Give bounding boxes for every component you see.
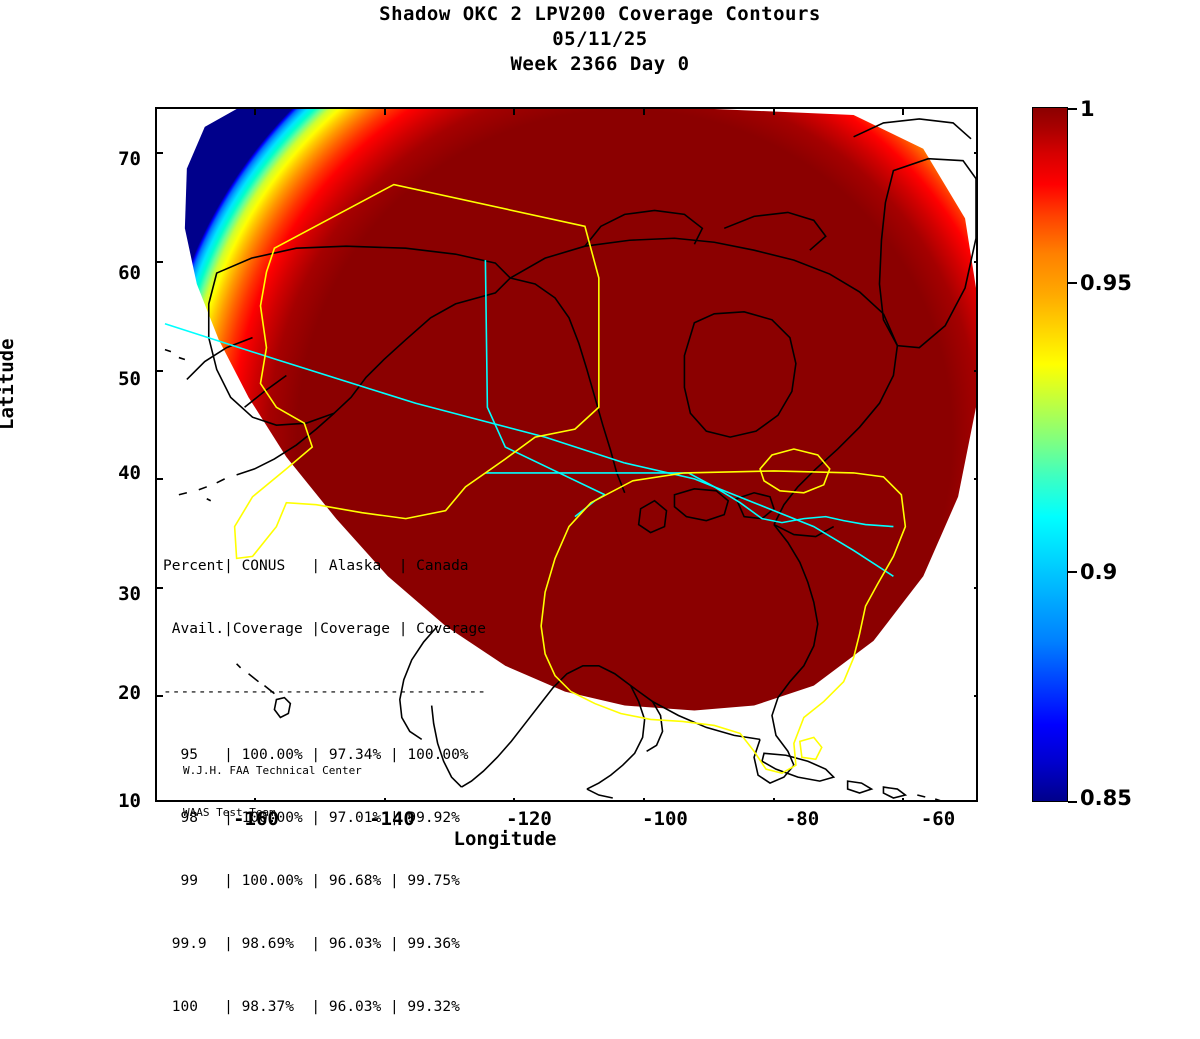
x-axis-tick: [772, 798, 775, 800]
ytick-label-70: 70: [118, 148, 141, 170]
colorbar-tick-085: [1068, 801, 1077, 803]
y-axis-tick: [974, 261, 976, 264]
x-axis-tick: [772, 109, 775, 115]
y-axis-tick: [974, 369, 976, 372]
y-axis-tick: [157, 586, 163, 589]
colorbar-tick-09: [1068, 571, 1077, 573]
ytick-label-10: 10: [118, 790, 141, 812]
xtick-label-60: -60: [920, 808, 956, 830]
y-axis-tick: [974, 478, 976, 481]
table-row: 98 | 100.00% | 97.01% | 99.92%: [163, 810, 460, 826]
colorbar-tick-1: [1068, 108, 1077, 110]
x-axis-tick: [902, 798, 905, 800]
x-axis-tick: [643, 109, 646, 115]
coverage-contour-field: [184, 109, 976, 711]
xtick-label-100: -100: [642, 808, 688, 830]
x-axis-tick: [643, 798, 646, 800]
y-axis-tick: [974, 586, 976, 589]
title-line-3: Week 2366 Day 0: [510, 53, 690, 75]
colorbar-gradient: [1033, 108, 1067, 801]
y-axis-tick: [157, 261, 163, 264]
ytick-label-40: 40: [118, 462, 141, 484]
y-axis-tick: [974, 152, 976, 155]
table-row: 100 | 98.37% | 96.03% | 99.32%: [163, 999, 460, 1015]
ytick-label-50: 50: [118, 368, 141, 390]
table-row: 95 | 100.00% | 97.34% | 100.00%: [163, 747, 469, 763]
x-axis-tick: [513, 109, 516, 115]
x-axis-tick: [902, 109, 905, 115]
stats-header-row-1: Percent| CONUS | Alaska | Canada: [163, 558, 469, 574]
ytick-label-60: 60: [118, 262, 141, 284]
chart-title: Shadow OKC 2 LPV200 Coverage Contours 05…: [0, 2, 1200, 77]
x-axis-tick: [254, 798, 257, 800]
coverage-map: [157, 109, 976, 800]
credit-line-2: WAAS Test Team: [183, 806, 276, 819]
ytick-label-20: 20: [118, 682, 141, 704]
x-axis-tick: [383, 109, 386, 115]
colorbar-tick-095: [1068, 282, 1077, 284]
y-axis-tick: [157, 478, 163, 481]
title-line-2: 05/11/25: [552, 28, 648, 50]
colorbar-label-085: 0.85: [1080, 786, 1132, 810]
table-row: 99 | 100.00% | 96.68% | 99.75%: [163, 873, 460, 889]
stats-header-row-2: Avail.|Coverage |Coverage | Coverage: [163, 621, 487, 637]
colorbar: [1032, 107, 1068, 802]
y-axis-tick: [157, 695, 163, 698]
y-axis-tick: [974, 695, 976, 698]
y-axis-label: Latitude: [0, 338, 18, 430]
colorbar-label-09: 0.9: [1080, 560, 1118, 584]
table-row: 99.9 | 98.69% | 96.03% | 99.36%: [163, 936, 460, 952]
credit-line-1: W.J.H. FAA Technical Center: [183, 764, 362, 777]
x-axis-label: Longitude: [453, 828, 557, 850]
y-axis-tick: [157, 152, 163, 155]
coastline-layer: [164, 118, 976, 800]
ytick-label-30: 30: [118, 583, 141, 605]
credit-text: W.J.H. FAA Technical Center WAAS Test Te…: [183, 736, 362, 834]
x-axis-tick: [383, 798, 386, 800]
colorbar-label-095: 0.95: [1080, 271, 1132, 295]
xtick-label-80: -80: [784, 808, 820, 830]
stats-divider: -------------------------------------: [163, 684, 487, 700]
x-axis-tick: [513, 798, 516, 800]
colorbar-label-1: 1: [1080, 97, 1095, 121]
xtick-label-160: -160: [233, 808, 279, 830]
map-plot-area: [155, 107, 978, 802]
xtick-label-140: -140: [369, 808, 415, 830]
service-volume-layer: [233, 183, 907, 775]
y-axis-tick: [157, 369, 163, 372]
xtick-label-120: -120: [506, 808, 552, 830]
title-line-1: Shadow OKC 2 LPV200 Coverage Contours: [379, 3, 821, 25]
x-axis-tick: [254, 109, 257, 115]
